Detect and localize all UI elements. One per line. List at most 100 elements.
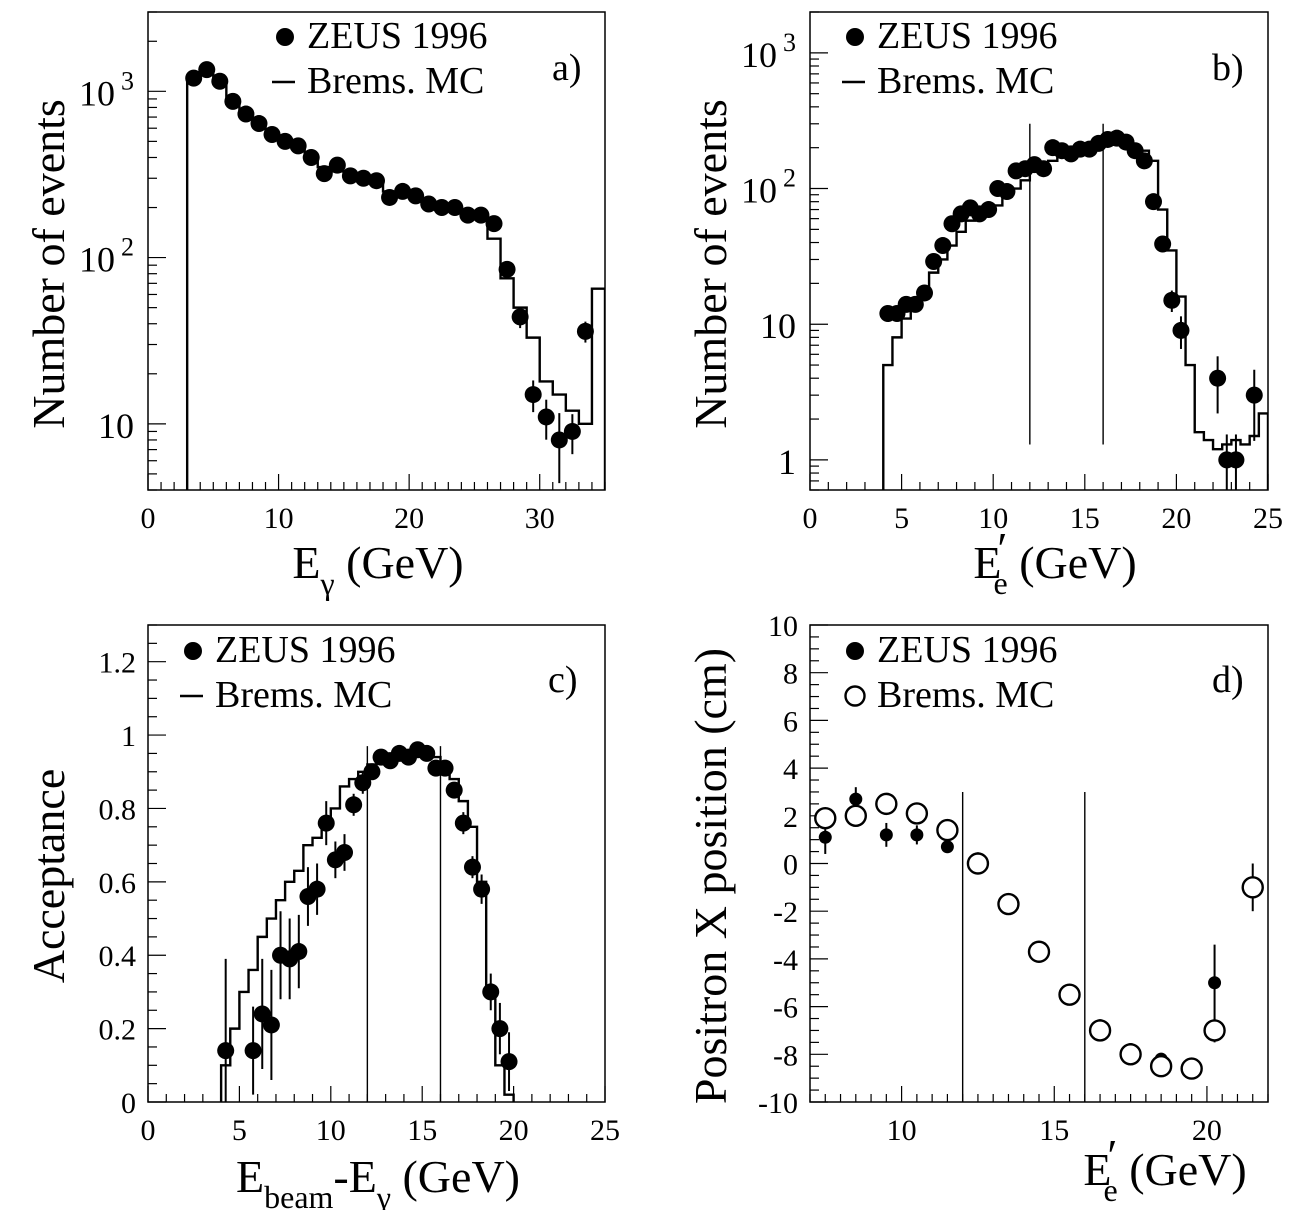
legend-label: Brems. MC (877, 60, 1054, 102)
x-tick-label: 15 (1039, 1114, 1069, 1147)
y-tick-label: 0.6 (99, 867, 137, 900)
data-point (1163, 291, 1181, 309)
y-tick-label: 0.8 (99, 793, 137, 826)
data-point (500, 1053, 518, 1071)
mc-point (814, 806, 837, 830)
mc-histogram (185, 71, 605, 490)
x-tick-label: 15 (1070, 502, 1100, 535)
mc-point (1203, 1019, 1226, 1042)
data-point (1209, 369, 1227, 387)
y-tick-label: -10 (758, 1087, 798, 1120)
legend-marker (184, 642, 202, 660)
data-point (537, 408, 555, 426)
legend-marker (846, 642, 864, 660)
y-tick-label: 10 (768, 610, 798, 643)
mc-point (1149, 1055, 1173, 1078)
data-point (345, 796, 363, 814)
x-axis-label: E′ e (GeV) (1083, 1130, 1246, 1208)
mc-point (1058, 983, 1081, 1006)
x-tick-label: 5 (894, 502, 909, 535)
plot-area (879, 123, 1268, 490)
mc-point (936, 818, 959, 842)
data-point (381, 188, 399, 206)
legend-label: ZEUS 1996 (877, 629, 1058, 671)
legend-marker (846, 28, 864, 46)
y-tick-label: 1 (121, 720, 136, 753)
data-point (262, 1016, 280, 1034)
y-tick-label: -4 (773, 944, 798, 977)
y-tick-label: 0 (783, 849, 798, 882)
x-tick-label: 5 (232, 1114, 247, 1147)
data-point (550, 431, 568, 449)
x-axis-label: Eγ (GeV) (292, 537, 463, 601)
data-point (980, 201, 998, 219)
mc-point (1088, 1019, 1112, 1042)
data-point (463, 858, 481, 876)
mc-point (1241, 876, 1264, 899)
data-point (472, 206, 490, 224)
y-tick-label: 1 (778, 442, 796, 482)
data-point (998, 183, 1016, 201)
data-point (879, 828, 893, 842)
panel-label: b) (1212, 47, 1244, 89)
x-tick-label: 30 (525, 502, 555, 535)
plot-frame (147, 11, 606, 491)
x-axis-label: Ebeam-Eγ (GeV) (236, 1151, 520, 1210)
y-tick-label: 10 2 (79, 233, 134, 280)
y-tick-label: 0 (121, 1087, 136, 1120)
data-point (244, 1042, 262, 1060)
data-point (563, 422, 581, 440)
y-axis-label: Acceptance (23, 769, 74, 984)
y-tick-label: 2 (783, 801, 798, 834)
legend-label: ZEUS 1996 (307, 15, 488, 57)
y-tick-label: 10 3 (741, 28, 796, 75)
legend-label: ZEUS 1996 (215, 629, 396, 671)
x-tick-label: 10 (887, 1114, 917, 1147)
panel-label: a) (552, 47, 582, 89)
data-point (1245, 386, 1263, 404)
data-point (1035, 160, 1053, 178)
x-tick-label: 25 (1253, 502, 1283, 535)
data-point (263, 125, 281, 143)
panel-label: c) (548, 659, 578, 701)
y-axis-label: Positron X position (cm) (685, 648, 736, 1104)
data-point (491, 1020, 509, 1038)
x-tick-label: 15 (407, 1114, 437, 1147)
x-tick-label: 25 (590, 1114, 620, 1147)
plot-frame (809, 11, 1269, 491)
mc-histogram (219, 752, 515, 1102)
data-point (315, 165, 333, 183)
y-tick-label: 0.4 (99, 940, 137, 973)
y-tick-label: -8 (773, 1039, 798, 1072)
panel-c: 0 5 10 15 20 25 0 0.2 0.4 0.6 0.8 1 1.2 Acceptance Ebe… (23, 624, 620, 1210)
data-point (576, 322, 594, 340)
x-tick-label: 20 (1192, 1114, 1222, 1147)
data-point (849, 792, 863, 806)
y-tick-label: 8 (783, 658, 798, 691)
x-tick-label: 10 (978, 502, 1008, 535)
data-point (328, 156, 346, 174)
data-point (940, 840, 954, 854)
legend-marker (844, 685, 866, 707)
data-point (407, 187, 425, 205)
mc-point (966, 852, 990, 875)
legend-label: Brems. MC (877, 674, 1054, 716)
panel-label: d) (1212, 659, 1244, 701)
data-point (818, 830, 832, 844)
y-axis-label: Number of events (685, 99, 736, 429)
data-point (1172, 321, 1190, 339)
data-point (308, 880, 326, 898)
x-tick-label: 0 (803, 502, 818, 535)
y-tick-label: 1.2 (99, 647, 137, 680)
legend-marker (276, 28, 294, 46)
y-tick-label: 10 3 (79, 66, 134, 113)
mc-point (1180, 1057, 1203, 1080)
x-tick-label: 10 (264, 502, 294, 535)
y-tick-label: 10 (760, 306, 796, 346)
mc-histogram (882, 140, 1268, 490)
data-point (511, 308, 529, 326)
mc-point (1119, 1043, 1142, 1066)
data-point (473, 880, 491, 898)
plot-area (814, 787, 1264, 1102)
